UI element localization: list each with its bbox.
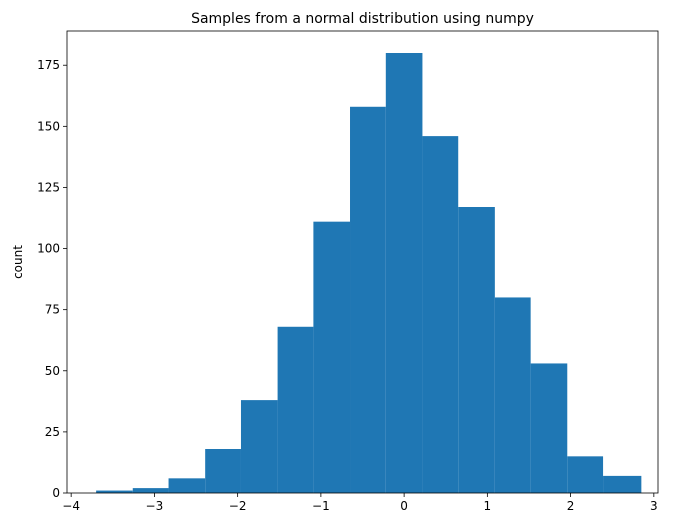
x-tick-label: 1 — [484, 499, 492, 513]
chart-title: Samples from a normal distribution using… — [191, 11, 534, 27]
y-tick-label: 25 — [45, 425, 60, 439]
x-axis-ticks: −4 −3 −2 −1 0 1 2 3 — [62, 493, 658, 513]
y-tick-label: 100 — [37, 242, 60, 256]
histogram-bar-2 — [168, 478, 206, 493]
x-tick-label: −1 — [312, 499, 330, 513]
y-tick-label: 50 — [45, 364, 60, 378]
y-axis-title: count — [11, 245, 25, 279]
plot-frame — [66, 30, 659, 494]
y-tick-label: 0 — [52, 486, 60, 500]
histogram-bar-7 — [350, 106, 386, 494]
histogram-bar-14 — [603, 475, 642, 493]
histogram-bar-8 — [385, 53, 423, 493]
y-tick-label: 125 — [37, 180, 60, 194]
y-tick-label: 150 — [37, 119, 60, 133]
histogram-bar-10 — [458, 207, 495, 493]
y-tick-label: 75 — [45, 303, 60, 317]
x-tick-label: 0 — [400, 499, 408, 513]
x-tick-label: 2 — [567, 499, 575, 513]
histogram-bar-11 — [494, 297, 531, 493]
histogram-bar-6 — [313, 221, 351, 493]
histogram-bars — [96, 53, 642, 494]
y-axis-ticks: 0 25 50 75 100 125 150 175 — [37, 58, 67, 500]
histogram-bar-3 — [205, 449, 241, 493]
histogram-bar-1 — [132, 488, 169, 493]
x-tick-label: −4 — [62, 499, 80, 513]
histogram-bar-13 — [567, 456, 604, 493]
histogram-bar-9 — [422, 136, 459, 493]
x-tick-label: −3 — [146, 499, 164, 513]
histogram-bar-12 — [530, 363, 568, 493]
histogram-bar-4 — [240, 400, 278, 493]
x-tick-label: −2 — [229, 499, 247, 513]
x-tick-label: 3 — [650, 499, 658, 513]
histogram-bar-0 — [96, 490, 133, 493]
histogram-bar-5 — [277, 326, 314, 493]
y-tick-label: 175 — [37, 58, 60, 72]
